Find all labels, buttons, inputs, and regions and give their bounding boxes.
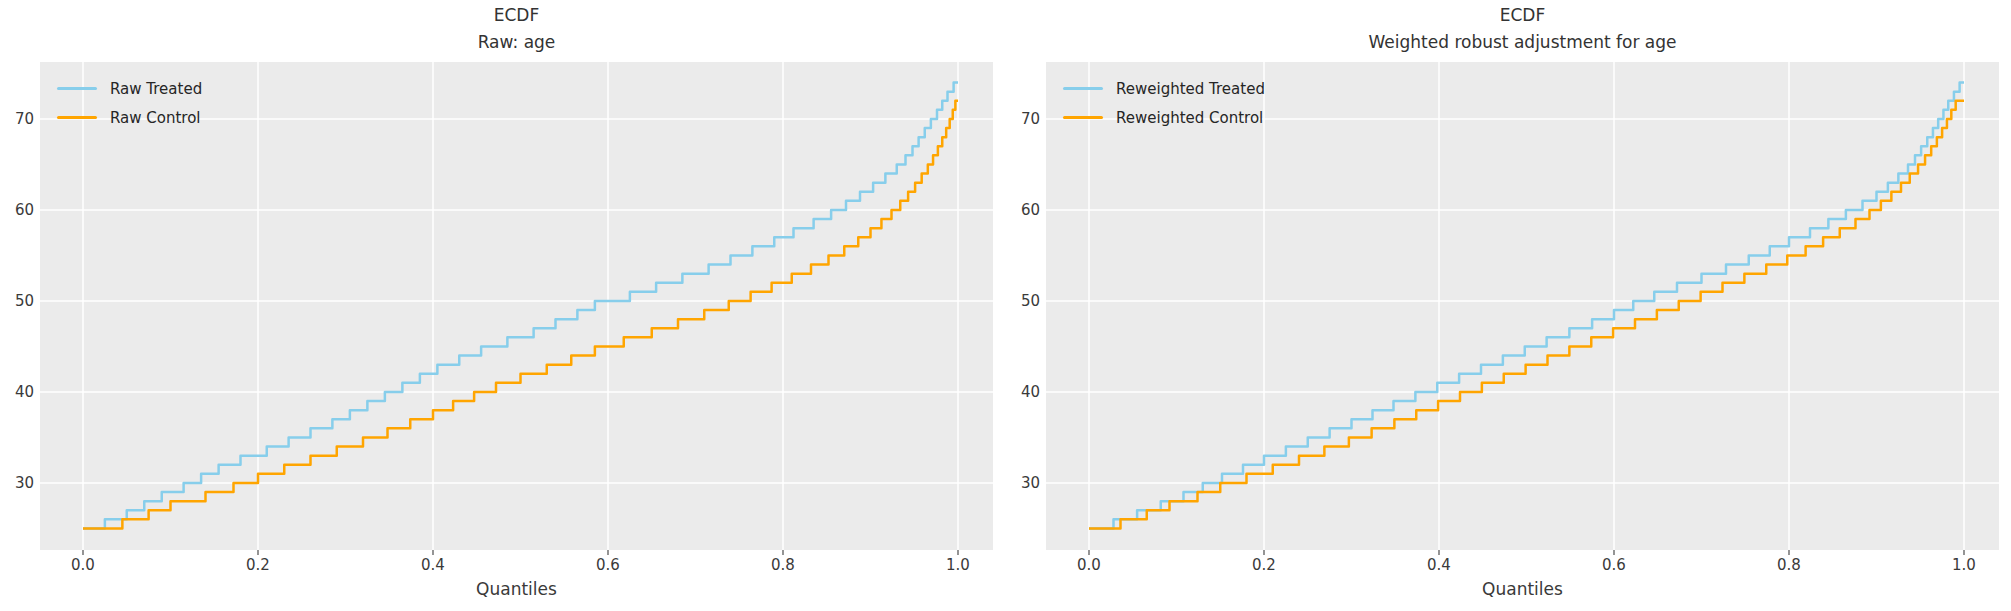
y-tick-label: 40: [1007, 383, 1040, 401]
x-axis-label: Quantiles: [40, 579, 993, 599]
chart-title-line: ECDF: [40, 2, 993, 29]
right-chart-panel: ECDF Weighted robust adjustment for age …: [1006, 0, 2011, 611]
x-tick-label: 0.8: [771, 556, 795, 574]
legend-item: Raw Treated: [57, 74, 202, 103]
legend-item: Reweighted Control: [1063, 103, 1265, 132]
x-tick-label: 0.6: [596, 556, 620, 574]
legend-label: Reweighted Treated: [1116, 80, 1265, 98]
x-tick-label: 0.2: [246, 556, 270, 574]
legend-label: Reweighted Control: [1116, 109, 1263, 127]
legend-item: Raw Control: [57, 103, 202, 132]
y-tick-label: 50: [1, 292, 34, 310]
x-axis-label: Quantiles: [1046, 579, 1999, 599]
y-tick-label: 70: [1, 110, 34, 128]
x-tick-label: 1.0: [946, 556, 970, 574]
control-line-swatch: [1063, 116, 1103, 119]
plot-area: Reweighted Treated Reweighted Control: [1046, 62, 1999, 550]
treated-line-swatch: [1063, 87, 1103, 90]
y-tick-label: 30: [1007, 474, 1040, 492]
left-chart-panel: ECDF Raw: age Raw Treated Raw Control Qu…: [0, 0, 1005, 611]
x-tick-label: 0.4: [1427, 556, 1451, 574]
chart-title: ECDF Raw: age: [40, 2, 993, 56]
x-tick-label: 0.4: [421, 556, 445, 574]
raw-control-curve: [83, 101, 958, 529]
treated-line-swatch: [57, 87, 97, 90]
legend-label: Raw Treated: [110, 80, 202, 98]
legend-label: Raw Control: [110, 109, 201, 127]
y-tick-label: 30: [1, 474, 34, 492]
chart-subtitle-line: Raw: age: [40, 29, 993, 56]
y-tick-label: 60: [1007, 201, 1040, 219]
x-tick-label: 0.6: [1602, 556, 1626, 574]
y-tick-label: 70: [1007, 110, 1040, 128]
chart-subtitle-line: Weighted robust adjustment for age: [1046, 29, 1999, 56]
x-tick-label: 0.0: [71, 556, 95, 574]
legend: Raw Treated Raw Control: [57, 74, 202, 132]
y-tick-label: 50: [1007, 292, 1040, 310]
reweighted-treated-curve: [1089, 83, 1964, 529]
chart-canvas: [1046, 62, 1999, 550]
x-tick-label: 0.2: [1252, 556, 1276, 574]
control-line-swatch: [57, 116, 97, 119]
ecdf-figure: ECDF Raw: age Raw Treated Raw Control Qu…: [0, 0, 2011, 611]
legend: Reweighted Treated Reweighted Control: [1063, 74, 1265, 132]
raw-treated-curve: [83, 83, 958, 529]
chart-title-line: ECDF: [1046, 2, 1999, 29]
chart-canvas: [40, 62, 993, 550]
reweighted-control-curve: [1089, 101, 1964, 529]
y-tick-label: 40: [1, 383, 34, 401]
chart-title: ECDF Weighted robust adjustment for age: [1046, 2, 1999, 56]
x-tick-label: 0.8: [1777, 556, 1801, 574]
legend-item: Reweighted Treated: [1063, 74, 1265, 103]
plot-area: Raw Treated Raw Control: [40, 62, 993, 550]
y-tick-label: 60: [1, 201, 34, 219]
x-tick-label: 0.0: [1077, 556, 1101, 574]
x-tick-label: 1.0: [1952, 556, 1976, 574]
